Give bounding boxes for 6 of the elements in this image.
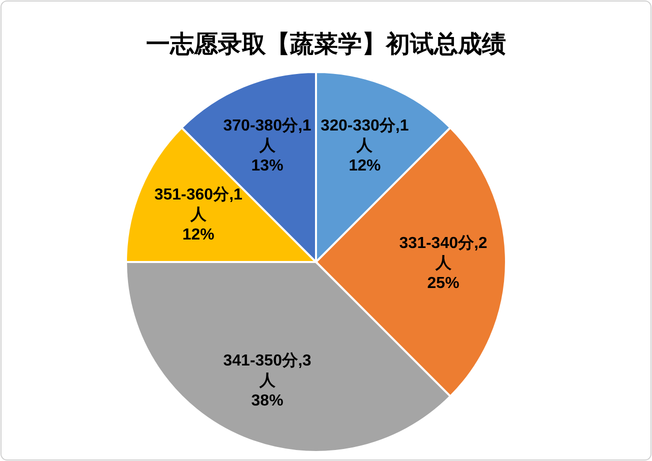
slice-label: 370-380分,1人 13% (223, 116, 312, 174)
chart-title: 一志愿录取【蔬菜学】初试总成绩 (146, 31, 506, 58)
slice-label: 320-330分,1人 12% (320, 116, 409, 174)
slice-label: 341-350分,3人 38% (223, 352, 312, 410)
slice-label: 331-340分,2人 25% (399, 234, 488, 292)
slice-label: 351-360分,1人 12% (154, 185, 243, 244)
